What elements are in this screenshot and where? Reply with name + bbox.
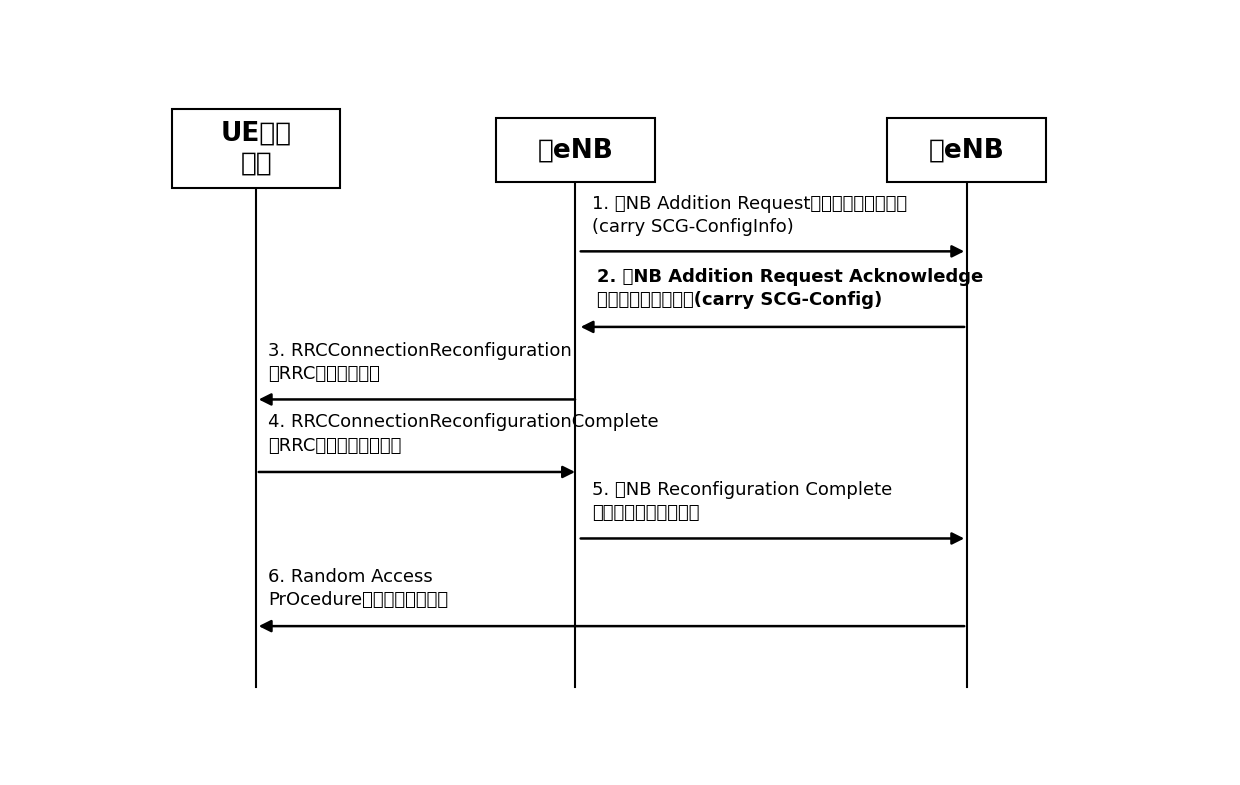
Bar: [172, 109, 341, 188]
Text: 5. 从NB Reconfiguration Complete
（从节点重配置完成）: 5. 从NB Reconfiguration Complete （从节点重配置完…: [593, 480, 893, 522]
Text: 主eNB: 主eNB: [537, 137, 614, 163]
Text: UE（终
端）: UE（终 端）: [221, 121, 291, 177]
Text: 3. RRCConnectionReconfiguration
（RRC连接重配置）: 3. RRCConnectionReconfiguration （RRC连接重配…: [268, 341, 572, 383]
Bar: [496, 119, 655, 182]
Text: 1. 从NB Addition Request（从节点加入请求）
(carry SCG-ConfigInfo): 1. 从NB Addition Request（从节点加入请求） (carry …: [593, 195, 908, 236]
Bar: [888, 119, 1045, 182]
Text: 2. 从NB Addition Request Acknowledge
（从节点加入响应）(carry SCG-Config): 2. 从NB Addition Request Acknowledge （从节点…: [596, 268, 983, 309]
Text: 6. Random Access
PrOcedure（随机接入过程）: 6. Random Access PrOcedure（随机接入过程）: [268, 568, 449, 609]
Text: 4. RRCConnectionReconfigurationComplete
（RRC连接重配置完成）: 4. RRCConnectionReconfigurationComplete …: [268, 414, 658, 455]
Text: 从eNB: 从eNB: [929, 137, 1004, 163]
